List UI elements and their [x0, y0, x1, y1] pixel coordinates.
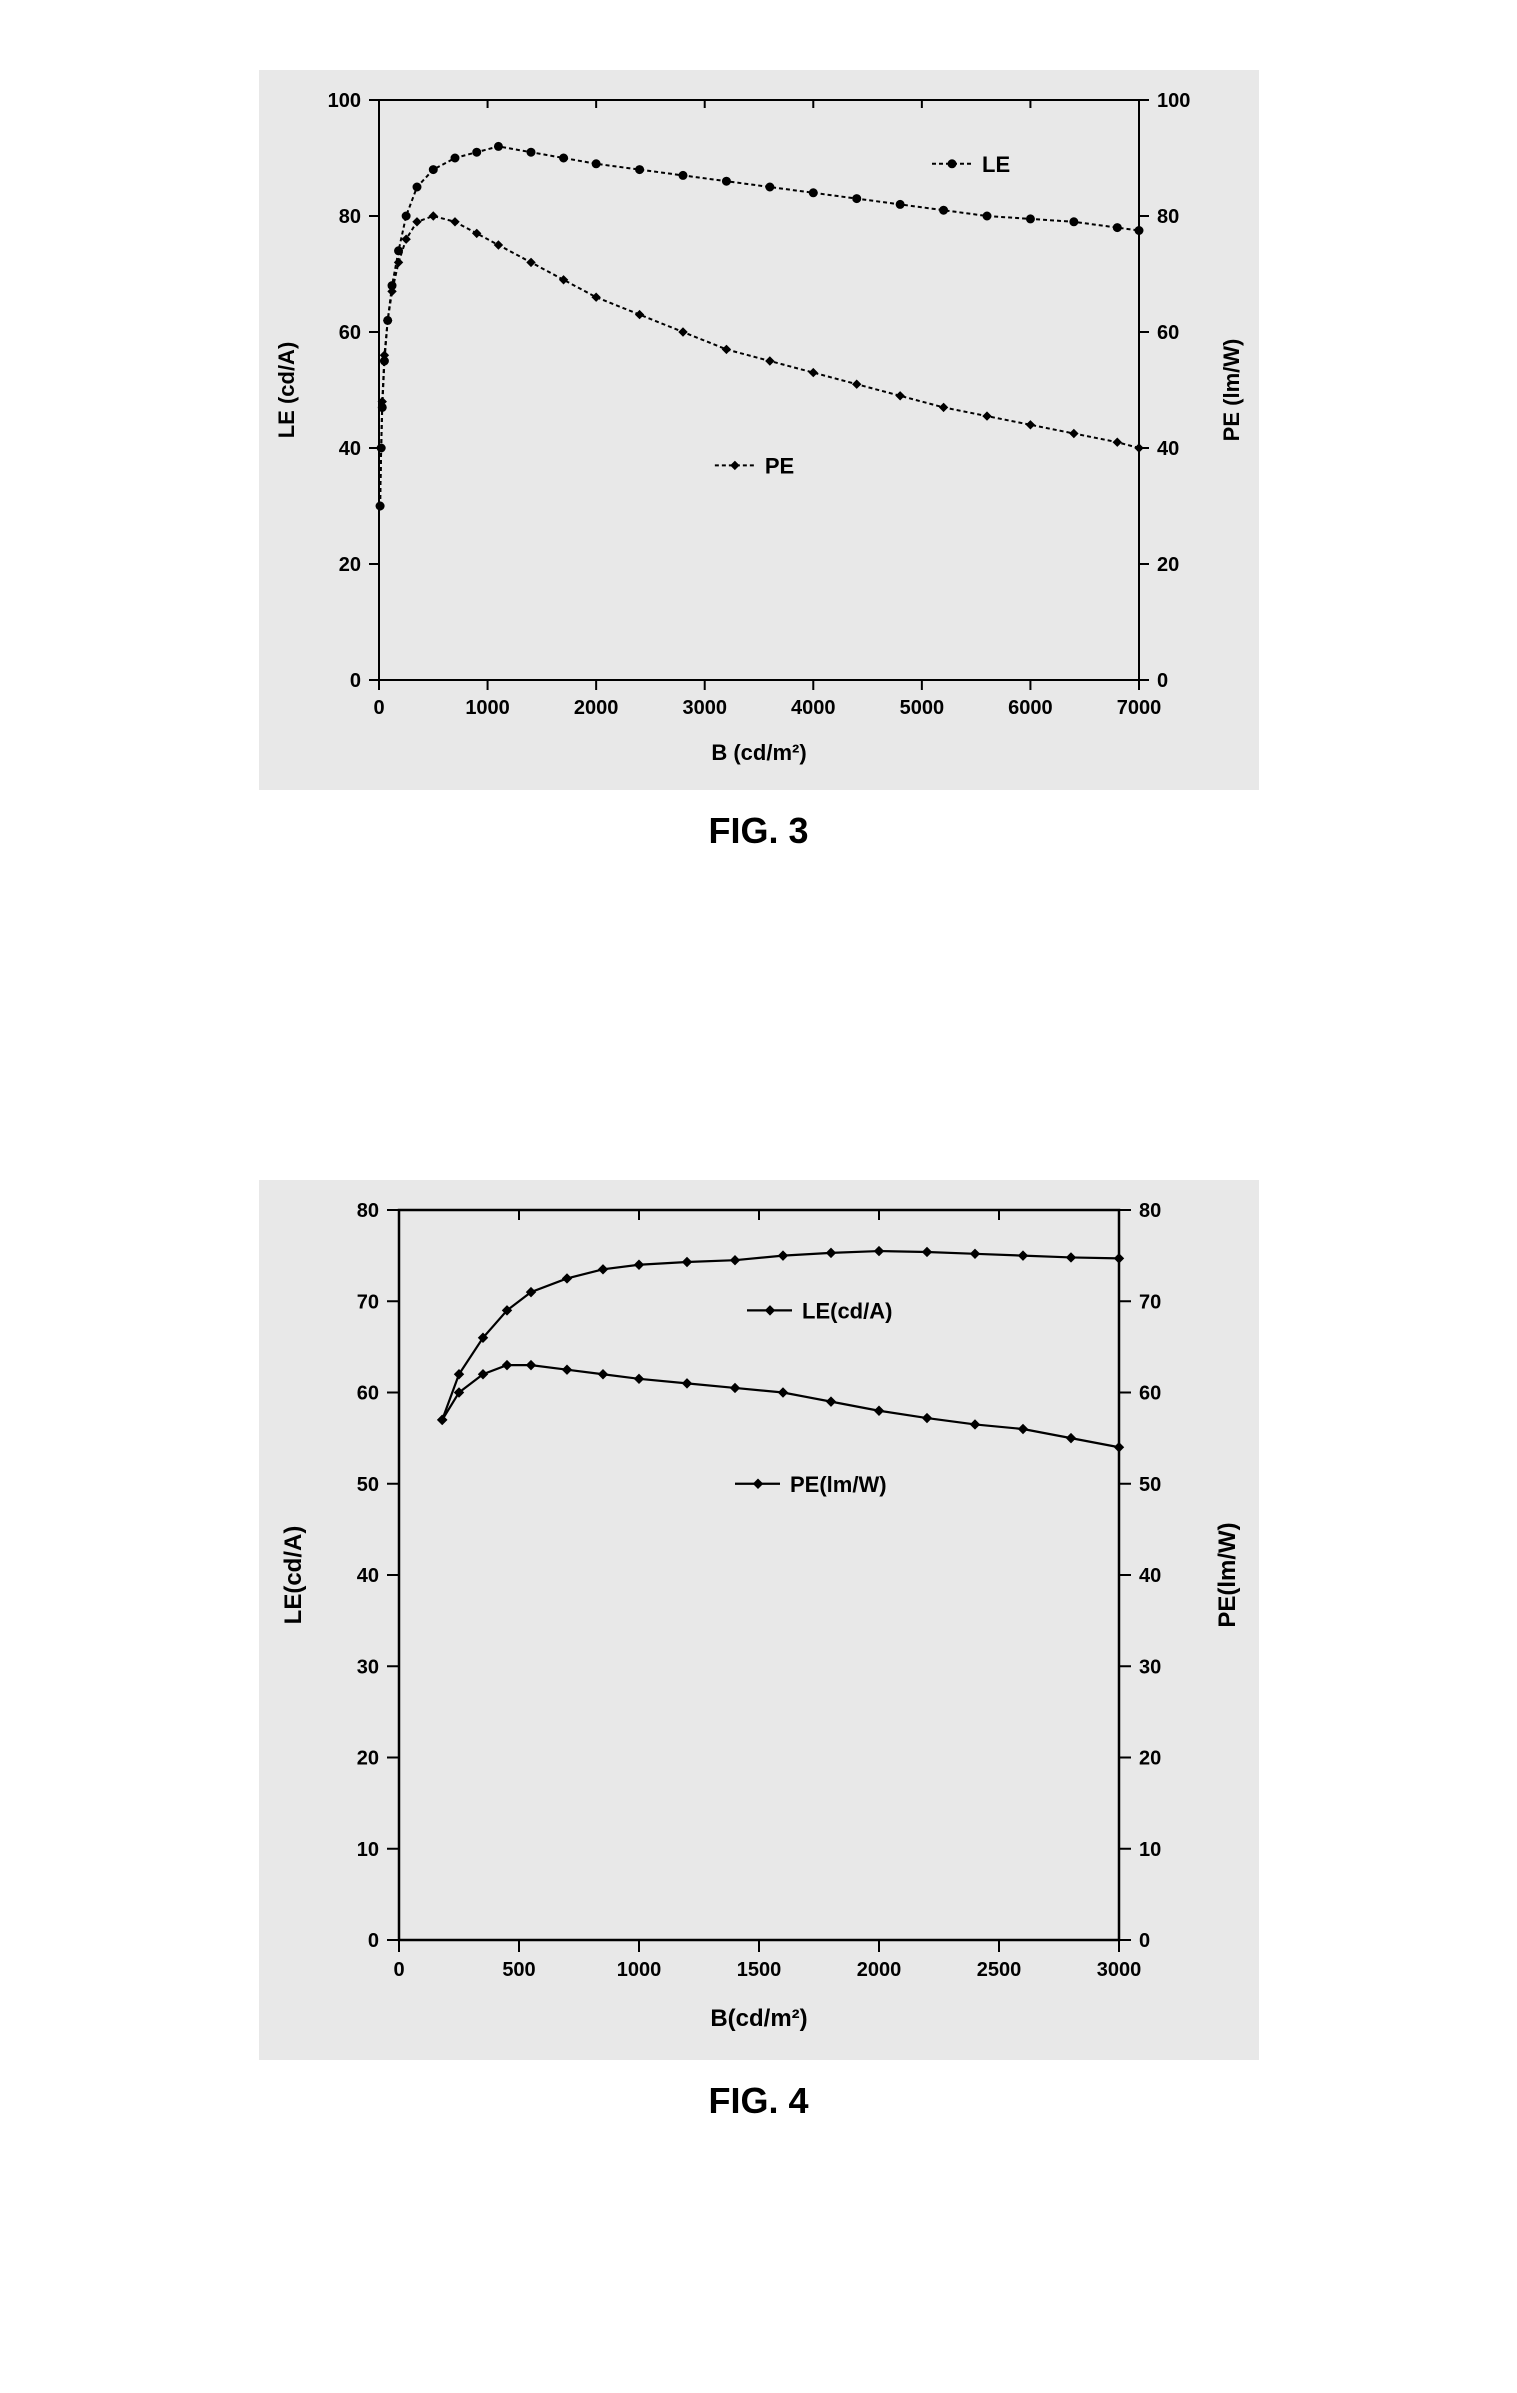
- svg-text:70: 70: [356, 1291, 378, 1313]
- svg-text:0: 0: [349, 670, 360, 692]
- svg-text:7000: 7000: [1116, 697, 1161, 719]
- svg-text:B (cd/m²): B (cd/m²): [711, 740, 806, 765]
- svg-text:0: 0: [367, 1930, 378, 1952]
- fig3-caption: FIG. 3: [259, 810, 1259, 852]
- svg-text:LE (cd/A): LE (cd/A): [274, 342, 299, 439]
- svg-text:3000: 3000: [682, 697, 727, 719]
- svg-text:1500: 1500: [736, 1959, 781, 1981]
- svg-text:60: 60: [338, 322, 360, 344]
- svg-text:20: 20: [338, 554, 360, 576]
- svg-text:PE: PE: [764, 453, 793, 478]
- svg-text:20: 20: [1157, 554, 1179, 576]
- svg-text:LE(cd/A): LE(cd/A): [802, 1298, 892, 1323]
- svg-text:60: 60: [356, 1383, 378, 1405]
- svg-text:LE: LE: [982, 152, 1010, 177]
- svg-text:3000: 3000: [1096, 1959, 1141, 1981]
- figure-4: 0500100015002000250030000102030405060708…: [259, 1180, 1259, 2122]
- svg-text:0: 0: [1139, 1930, 1150, 1952]
- svg-text:20: 20: [356, 1748, 378, 1770]
- svg-text:4000: 4000: [791, 697, 836, 719]
- svg-text:6000: 6000: [1008, 697, 1053, 719]
- svg-text:40: 40: [1157, 438, 1179, 460]
- svg-text:80: 80: [338, 206, 360, 228]
- svg-text:1000: 1000: [465, 697, 510, 719]
- svg-text:0: 0: [393, 1959, 404, 1981]
- svg-text:B(cd/m²): B(cd/m²): [710, 2005, 807, 2032]
- svg-text:2000: 2000: [573, 697, 618, 719]
- svg-text:500: 500: [502, 1959, 535, 1981]
- svg-text:5000: 5000: [899, 697, 944, 719]
- svg-text:40: 40: [356, 1565, 378, 1587]
- svg-text:PE (lm/W): PE (lm/W): [1219, 339, 1244, 442]
- svg-text:10: 10: [356, 1839, 378, 1861]
- svg-text:PE(lm/W): PE(lm/W): [790, 1472, 887, 1497]
- fig4-chart: 0500100015002000250030000102030405060708…: [259, 1180, 1259, 2060]
- fig4-caption: FIG. 4: [259, 2080, 1259, 2122]
- svg-text:100: 100: [327, 90, 360, 112]
- svg-text:20: 20: [1139, 1748, 1161, 1770]
- figure-3: 0100020003000400050006000700002040608010…: [259, 70, 1259, 852]
- svg-text:30: 30: [356, 1656, 378, 1678]
- svg-text:LE(cd/A): LE(cd/A): [280, 1526, 307, 1625]
- svg-text:40: 40: [1139, 1565, 1161, 1587]
- svg-text:40: 40: [338, 438, 360, 460]
- fig3-chart: 0100020003000400050006000700002040608010…: [259, 70, 1259, 790]
- svg-text:0: 0: [373, 697, 384, 719]
- svg-text:80: 80: [1157, 206, 1179, 228]
- svg-text:100: 100: [1157, 90, 1190, 112]
- svg-text:1000: 1000: [616, 1959, 661, 1981]
- svg-text:10: 10: [1139, 1839, 1161, 1861]
- svg-text:50: 50: [356, 1474, 378, 1496]
- svg-text:2500: 2500: [976, 1959, 1021, 1981]
- svg-text:PE(lm/W): PE(lm/W): [1214, 1522, 1241, 1627]
- svg-text:0: 0: [1157, 670, 1168, 692]
- svg-text:70: 70: [1139, 1291, 1161, 1313]
- svg-text:50: 50: [1139, 1474, 1161, 1496]
- svg-text:60: 60: [1157, 322, 1179, 344]
- svg-text:80: 80: [356, 1200, 378, 1222]
- svg-text:30: 30: [1139, 1656, 1161, 1678]
- svg-text:80: 80: [1139, 1200, 1161, 1222]
- svg-text:2000: 2000: [856, 1959, 901, 1981]
- svg-text:60: 60: [1139, 1383, 1161, 1405]
